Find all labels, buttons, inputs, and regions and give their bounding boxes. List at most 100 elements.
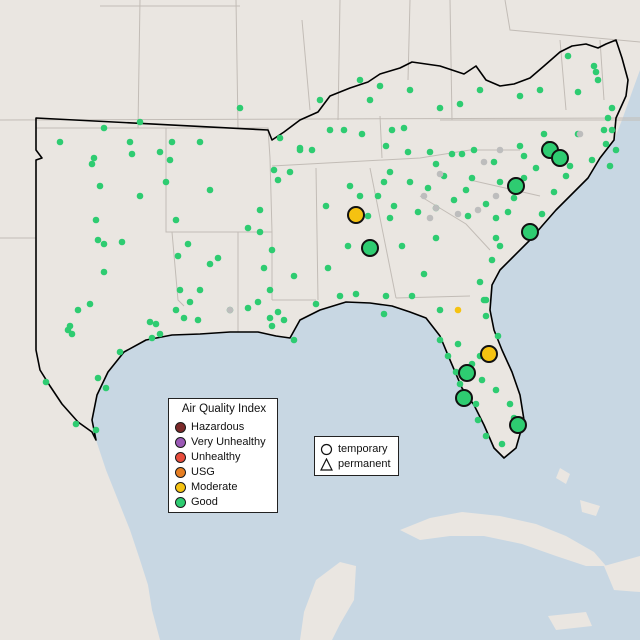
legend-item-temporary: temporary [320, 442, 388, 456]
monitor-station-good [74, 306, 82, 314]
region-outline [35, 39, 629, 459]
monitor-station-good [88, 160, 96, 168]
monitor-station-good [406, 86, 414, 94]
monitor-station-good [94, 236, 102, 244]
state-border [599, 39, 605, 101]
monitor-station-good [382, 142, 390, 150]
monitor-station-good [516, 142, 524, 150]
monitor-station-good [268, 322, 276, 330]
legend-item-permanent: permanent [320, 457, 391, 471]
monitor-station-good [274, 308, 282, 316]
monitor-station-good [118, 238, 126, 246]
state-border [301, 19, 311, 111]
monitor-station-good [426, 148, 434, 156]
monitor-station-no-data [496, 146, 504, 154]
monitor-station-good [214, 254, 222, 262]
monitor-station-good [274, 176, 282, 184]
monitor-station-good [602, 140, 610, 148]
monitor-station-good [180, 314, 188, 322]
circle-icon [320, 443, 333, 455]
monitor-type-legend: temporary permanent [314, 436, 399, 476]
state-border [395, 295, 471, 299]
legend-item-very-unhealthy: Very Unhealthy [175, 435, 266, 449]
monitor-station-good [260, 264, 268, 272]
monitor-station-good [100, 240, 108, 248]
monitor-station-good [346, 182, 354, 190]
yucatan-land [300, 562, 356, 640]
monitor-station-good [436, 336, 444, 344]
monitor-station-good [398, 242, 406, 250]
monitor-station-good [424, 184, 432, 192]
monitor-station-good [458, 150, 466, 158]
monitor-station-good [450, 196, 458, 204]
state-border [171, 231, 185, 307]
monitor-station-good [496, 178, 504, 186]
monitor-station-good [344, 242, 352, 250]
monitor-station-good [352, 290, 360, 298]
monitor-station-good [482, 312, 490, 320]
monitor-station-good [358, 130, 366, 138]
monitor-station-good [386, 214, 394, 222]
monitor-station-good [532, 164, 540, 172]
monitor-station-good [92, 216, 100, 224]
monitor-station-good [432, 160, 440, 168]
monitor-station-good [290, 336, 298, 344]
monitor-station-good [286, 168, 294, 176]
monitor-station-good [470, 146, 478, 154]
monitor-station-good [406, 178, 414, 186]
monitor-station-good [66, 322, 74, 330]
station-layer[interactable] [42, 52, 620, 448]
monitor-station-no-data [226, 306, 234, 314]
monitor-station-no-data [454, 210, 462, 218]
monitor-station-good [448, 150, 456, 158]
monitor-station-good [340, 126, 348, 134]
monitor-station-good [506, 400, 514, 408]
monitor-station-good [136, 118, 144, 126]
monitor-station-good [72, 420, 80, 428]
monitor-station-good [322, 202, 330, 210]
monitor-station-good [516, 92, 524, 100]
region-boundary [35, 39, 629, 459]
monitor-station-good [454, 340, 462, 348]
monitor-station-good [184, 240, 192, 248]
hazardous-swatch [175, 421, 186, 433]
state-border [337, 0, 341, 121]
legend-label: temporary [338, 443, 388, 455]
monitor-station-good [540, 130, 548, 138]
monitor-station-good [444, 352, 452, 360]
monitor-station-good [566, 162, 574, 170]
monitor-station-good [496, 242, 504, 250]
legend-item-moderate: Moderate [175, 480, 237, 494]
monitor-station-good [382, 292, 390, 300]
monitor-station-good [280, 316, 288, 324]
legend-item-usg: USG [175, 465, 215, 479]
monitor-station-good [436, 104, 444, 112]
monitor-station-good [488, 256, 496, 264]
monitor-station-good [266, 286, 274, 294]
monitor-station-good [492, 386, 500, 394]
monitor-station-good [594, 76, 602, 84]
monitor-station-good [464, 212, 472, 220]
monitor-station-good [166, 156, 174, 164]
monitor-station-good [356, 192, 364, 200]
monitor-station-good [490, 158, 498, 166]
monitor-station-good [244, 224, 252, 232]
monitor-station-good [380, 310, 388, 318]
legend-title: Air Quality Index [181, 403, 267, 415]
monitor-station-good [366, 96, 374, 104]
monitor-station-good [316, 96, 324, 104]
temporary-monitor-good [458, 364, 476, 382]
monitor-station-good [452, 368, 460, 376]
hispaniola-land [604, 556, 640, 592]
monitor-station-good [588, 156, 596, 164]
monitor-station-no-data [480, 158, 488, 166]
monitor-station-good [498, 440, 506, 448]
monitor-station-good [494, 332, 502, 340]
monitor-station-good [68, 330, 76, 338]
monitor-station-good [126, 138, 134, 146]
aqi-legend: Air Quality Index Hazardous Very Unhealt… [168, 398, 278, 513]
state-border [271, 149, 520, 167]
monitor-station-good [266, 314, 274, 322]
